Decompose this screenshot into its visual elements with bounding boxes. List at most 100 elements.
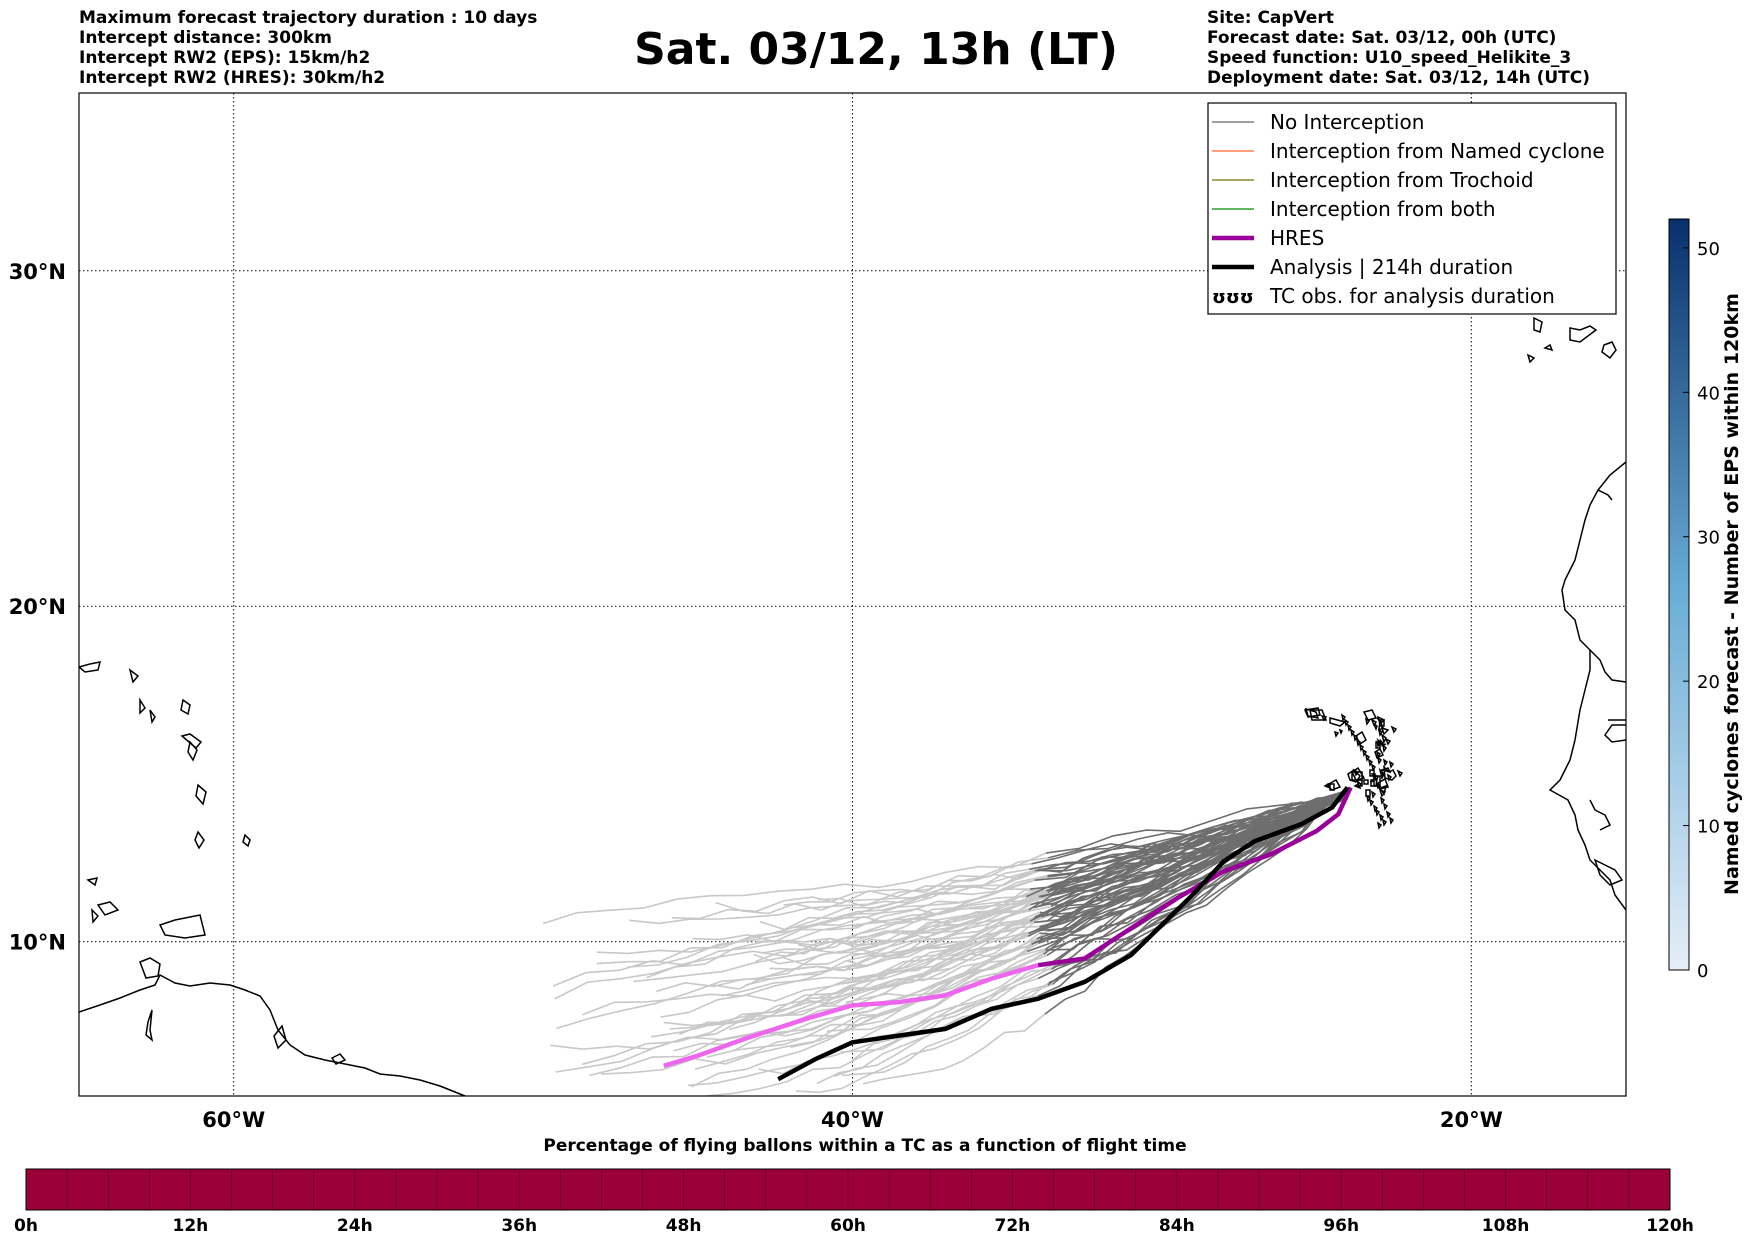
- eps-trajectory: [850, 901, 1038, 958]
- header-info-left: Maximum forecast trajectory duration : 1…: [79, 8, 537, 88]
- eps-trajectory: [660, 918, 1034, 1018]
- island-cv-j: [1377, 728, 1384, 737]
- max-duration-text: Maximum forecast trajectory duration : 1…: [79, 8, 538, 28]
- cape-verde-group-b: [1373, 775, 1381, 787]
- caribbean-islands: [145, 833, 347, 1065]
- intercept-hres-text: Intercept RW2 (HRES): 30km/h2: [79, 68, 386, 88]
- eps-trajectory: [830, 889, 1047, 920]
- eps-trajectory: [1053, 791, 1348, 968]
- island-cv-v: [1372, 804, 1379, 813]
- bottom-colorbar-tick-label: 120h: [1646, 1216, 1694, 1236]
- islet-north: [1379, 738, 1384, 748]
- bottom-colorbar-tick-label: 72h: [995, 1216, 1031, 1236]
- eps-trajectory: [744, 920, 1047, 987]
- eps-trajectory: [582, 909, 1029, 1016]
- island-cv-u: [1374, 808, 1381, 817]
- islet-8: [1358, 743, 1365, 752]
- bottom-colorbar-tick-label: 24h: [337, 1216, 373, 1236]
- bottom-colorbar-tick-label: 36h: [501, 1216, 537, 1236]
- legend-box: [1207, 102, 1617, 315]
- header-info-right: Site: CapVert Forecast date: Sat. 03/12,…: [1207, 8, 1590, 88]
- bottom-colorbar: Percentage of flying ballons within a TC…: [14, 1136, 1694, 1236]
- eps-trajectory: [581, 932, 1029, 1066]
- eps-trajectory: [692, 876, 1048, 943]
- eps-trajectories-dark: [1025, 788, 1348, 1015]
- bottom-colorbar-tick-label: 0h: [14, 1216, 38, 1236]
- islet-east: [1384, 737, 1392, 746]
- site-text: Site: CapVert: [1207, 8, 1334, 28]
- eps-trajectory: [678, 916, 1042, 1036]
- islet-12: [1346, 723, 1353, 732]
- islet-10: [1352, 733, 1359, 742]
- eps-trajectory: [1029, 794, 1348, 871]
- island-branco: [1338, 728, 1344, 735]
- eps-trajectory: [589, 943, 1032, 1077]
- cape-verde-group-i: [1357, 779, 1363, 787]
- cape-verde-group-a: [1309, 709, 1328, 721]
- legend-label: Analysis | 214h duration: [1270, 255, 1513, 279]
- bottom-colorbar-tick-label: 108h: [1482, 1216, 1530, 1236]
- island-cv-r: [1368, 798, 1375, 807]
- lat-tick-label: 20°N: [9, 595, 66, 619]
- cape-verde-group-f: [1379, 719, 1385, 727]
- island-cv-s: [1365, 794, 1372, 803]
- eps-trajectory: [877, 965, 1054, 1038]
- islet-9: [1355, 738, 1362, 747]
- eps-trajectory: [542, 852, 1047, 925]
- eps-trajectory: [778, 932, 1040, 1017]
- island-cv-n: [1379, 796, 1386, 805]
- eps-trajectory: [550, 914, 1049, 1051]
- cape-verde-group-h: [1369, 769, 1375, 777]
- speed-function-text: Speed function: U10_speed_Helikite_3: [1207, 48, 1572, 68]
- legend-label: Interception from Named cyclone: [1270, 139, 1605, 163]
- legend-label: HRES: [1270, 226, 1324, 250]
- island-santo-antao: [1303, 707, 1321, 718]
- island-cv-h: [1378, 788, 1387, 798]
- bottom-colorbar-tick-label: 60h: [830, 1216, 866, 1236]
- island-cv-d: [1372, 722, 1378, 732]
- eps-trajectory: [1040, 791, 1348, 932]
- island-cv-c: [1380, 733, 1387, 745]
- colorbar-tick-label: 20: [1697, 672, 1720, 693]
- africa-coast: [1548, 461, 1626, 911]
- eps-trajectory: [1025, 797, 1348, 898]
- island-cv-p: [1370, 790, 1377, 799]
- right-colorbar: 0 10 20 30 40 50 Named cyclones forecast - Nu…: [1668, 218, 1743, 982]
- hres-track-early: [663, 963, 1039, 1068]
- legend-label: TC obs. for analysis duration: [1269, 284, 1555, 308]
- longitude-labels: 60°W 40°W 20°W: [202, 1108, 1502, 1132]
- island-cv-y: [1381, 818, 1388, 827]
- island-cv-i: [1381, 742, 1387, 753]
- colorbar-tick-label: 40: [1697, 383, 1720, 404]
- eps-trajectory: [706, 967, 1028, 1096]
- island-cv-q: [1382, 802, 1389, 811]
- colorbar-tick-label: 0: [1697, 961, 1708, 982]
- page-title: Sat. 03/12, 13h (LT): [634, 24, 1118, 75]
- eps-trajectory: [795, 981, 1050, 1094]
- island-cv-near-track: [1351, 766, 1366, 781]
- intercept-eps-text: Intercept RW2 (EPS): 15km/h2: [79, 48, 371, 68]
- island-cv-f: [1376, 756, 1383, 765]
- colorbar-tick-label: 30: [1697, 528, 1720, 549]
- cape-verde-group-d: [1329, 783, 1335, 791]
- island-cv-x: [1388, 816, 1395, 825]
- eps-trajectory: [797, 895, 1051, 951]
- bottom-colorbar-tick-label: 84h: [1159, 1216, 1195, 1236]
- lat-tick-label: 10°N: [9, 931, 66, 955]
- eps-trajectory: [712, 920, 1030, 990]
- cape-verde-group-c: [1363, 779, 1369, 785]
- island-brava: [1323, 782, 1332, 790]
- islet-7: [1361, 748, 1368, 757]
- island-cv-g: [1382, 758, 1389, 767]
- bottom-colorbar-tick-label: 48h: [666, 1216, 702, 1236]
- bottom-colorbar-tick-label: 12h: [173, 1216, 209, 1236]
- lon-tick-label: 40°W: [821, 1108, 884, 1132]
- eps-trajectory: [1048, 789, 1348, 984]
- eps-trajectory: [851, 977, 1039, 1062]
- deployment-date-text: Deployment date: Sat. 03/12, 14h (UTC): [1207, 68, 1591, 88]
- lat-tick-label: 30°N: [9, 260, 66, 284]
- trinidad-coast: [139, 957, 161, 979]
- legend: No Interception Interception from Named c…: [1207, 102, 1617, 315]
- islet-4: [1370, 763, 1377, 772]
- forecast-date-text: Forecast date: Sat. 03/12, 00h (UTC): [1207, 28, 1557, 48]
